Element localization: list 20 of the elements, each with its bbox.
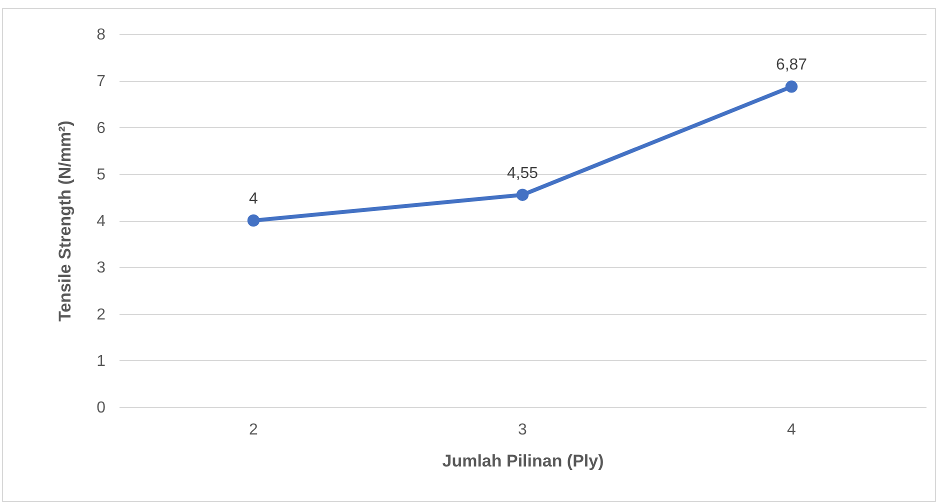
x-tick-label: 3 bbox=[518, 422, 528, 438]
y-tick-label: 7 bbox=[96, 73, 106, 90]
x-tick-label: 4 bbox=[787, 422, 796, 438]
y-tick-label: 6 bbox=[96, 120, 106, 137]
point bbox=[247, 214, 260, 227]
data-label: 4,55 bbox=[506, 164, 538, 182]
y-tick-label: 4 bbox=[96, 213, 106, 230]
y-tick-label: 8 bbox=[96, 26, 106, 44]
y-tick-label: 5 bbox=[96, 166, 106, 184]
data-label: 6,87 bbox=[776, 56, 808, 74]
y-tick-label: 2 bbox=[96, 306, 106, 324]
y-tick-label: 3 bbox=[96, 260, 106, 277]
y-axis-title: Tensile Strength (N/mm²) bbox=[56, 120, 75, 322]
x-axis-title: Jumlah Pilinan (Ply) bbox=[442, 452, 604, 470]
y-tick-label: 0 bbox=[96, 400, 106, 416]
data-label: 4 bbox=[249, 190, 258, 208]
x-tick-label: 2 bbox=[249, 422, 258, 438]
point bbox=[785, 80, 798, 93]
y-tick-label: 1 bbox=[96, 352, 106, 370]
point bbox=[516, 188, 529, 201]
